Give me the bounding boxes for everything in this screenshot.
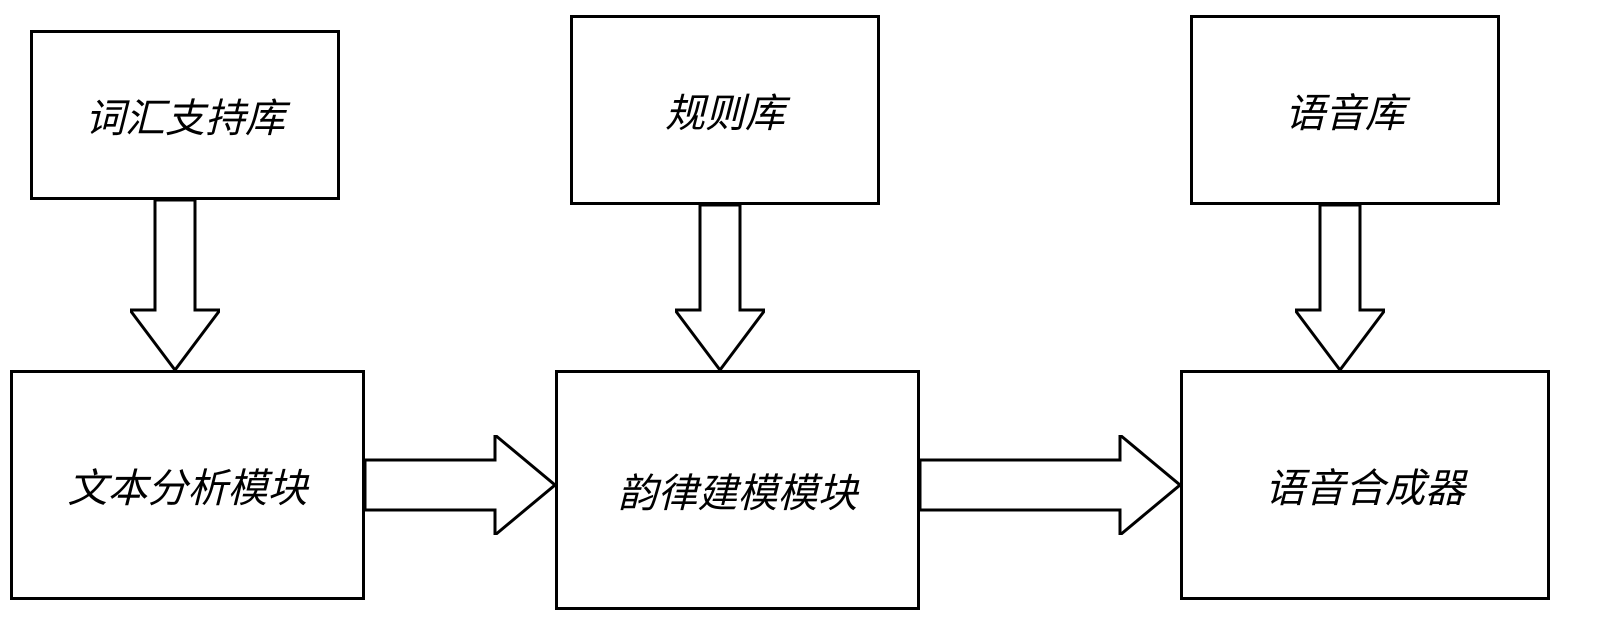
node-prosody: 韵律建模模块 bbox=[555, 370, 920, 610]
node-synth: 语音合成器 bbox=[1180, 370, 1550, 600]
arrow-right-icon bbox=[920, 435, 1180, 535]
node-rule-lib: 规则库 bbox=[570, 15, 880, 205]
node-vocab-lib: 词汇支持库 bbox=[30, 30, 340, 200]
node-label: 韵律建模模块 bbox=[618, 461, 858, 519]
node-label: 语音合成器 bbox=[1265, 456, 1465, 514]
arrow-right-icon bbox=[365, 435, 555, 535]
node-label: 词汇支持库 bbox=[85, 86, 285, 144]
arrow-down-icon bbox=[675, 205, 765, 370]
arrow-down-icon bbox=[1295, 205, 1385, 370]
node-label: 文本分析模块 bbox=[68, 456, 308, 514]
node-text-module: 文本分析模块 bbox=[10, 370, 365, 600]
node-label: 规则库 bbox=[665, 81, 785, 139]
node-speech-lib: 语音库 bbox=[1190, 15, 1500, 205]
arrow-down-icon bbox=[130, 200, 220, 370]
node-label: 语音库 bbox=[1285, 81, 1405, 139]
